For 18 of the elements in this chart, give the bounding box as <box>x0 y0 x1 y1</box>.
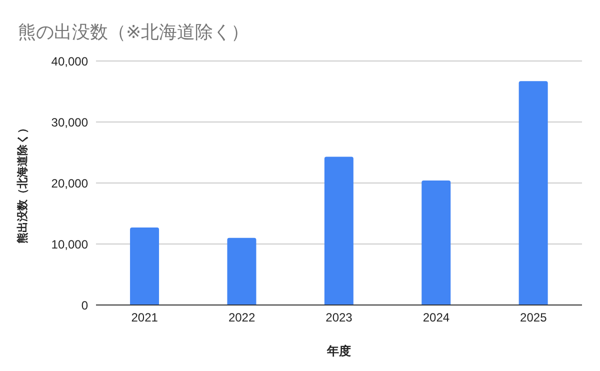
y-axis-title: 熊出没数（北海道除く） <box>16 122 29 244</box>
x-tick-label: 2025 <box>520 310 548 325</box>
y-tick-label: 30,000 <box>51 115 88 130</box>
x-tick-label: 2024 <box>422 310 450 325</box>
x-tick-label: 2023 <box>326 310 353 325</box>
y-tick-label: 40,000 <box>51 54 88 68</box>
bar <box>130 228 160 305</box>
y-tick-label: 0 <box>81 298 88 312</box>
bar <box>227 238 256 305</box>
x-tick-label: 2022 <box>228 310 256 325</box>
y-tick-label: 20,000 <box>51 176 88 190</box>
x-axis-title: 年度 <box>326 344 351 358</box>
bar <box>324 156 354 305</box>
bar <box>422 180 451 305</box>
y-tick-label: 10,000 <box>51 237 88 252</box>
x-tick-label: 2021 <box>131 310 158 325</box>
bar <box>518 81 548 305</box>
chart-title: 熊の出没数（※北海道除く） <box>18 21 250 44</box>
